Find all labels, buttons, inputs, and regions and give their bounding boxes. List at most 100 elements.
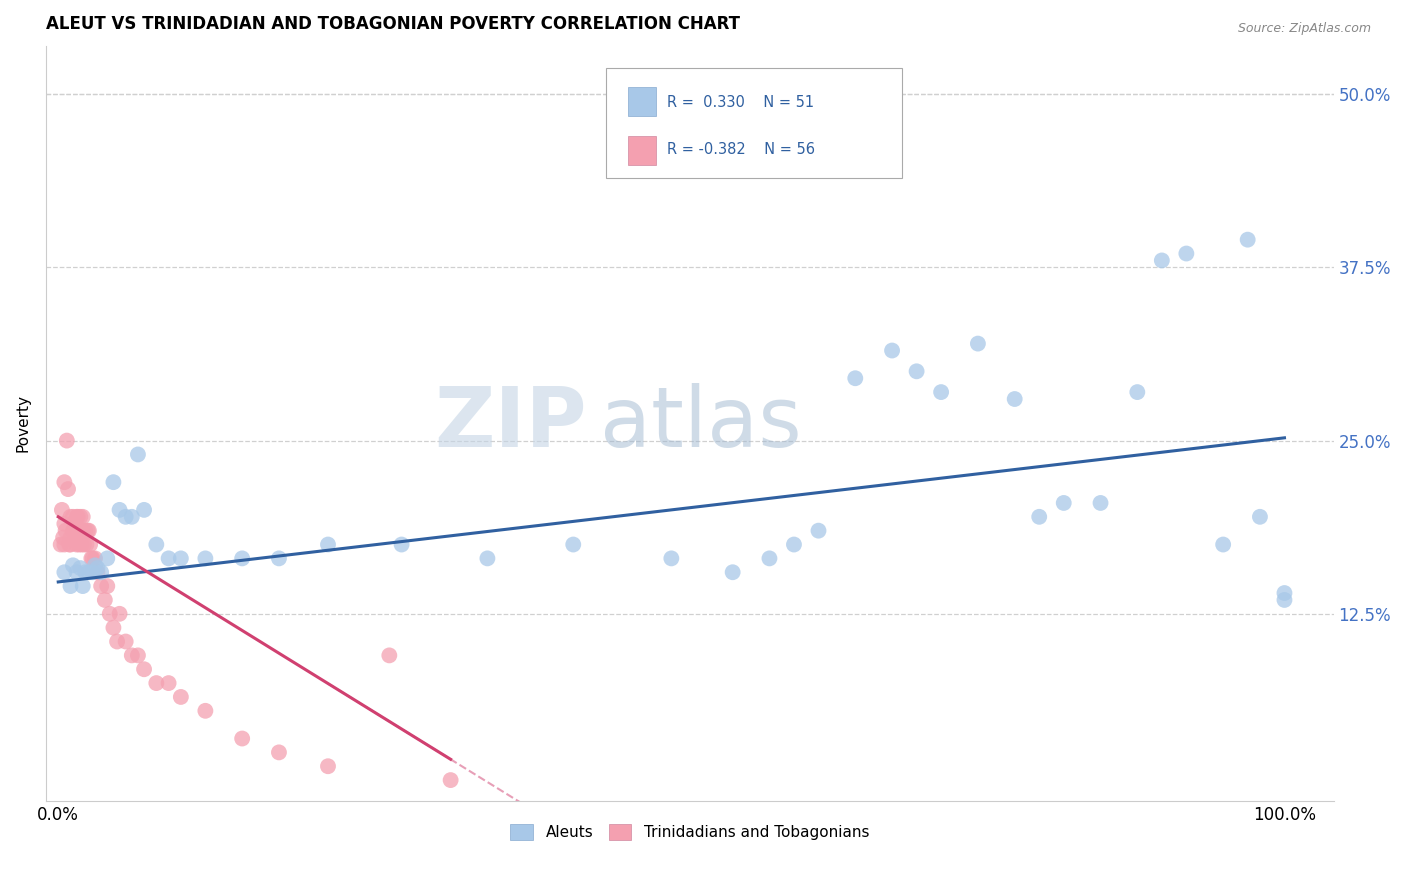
Point [1236,233,1258,247]
Point [59,509,82,524]
Point [66,566,89,580]
Point [59,579,82,593]
Point [1090,496,1112,510]
Point [105,634,128,648]
Point [69,561,91,575]
Point [96,579,118,593]
Point [82,566,104,580]
Point [562,537,585,551]
Point [66,509,89,524]
Point [267,551,290,566]
Point [63,524,86,538]
Point [783,537,806,551]
Point [127,648,149,663]
Point [82,551,104,566]
Point [659,551,682,566]
Point [880,343,903,358]
Point [477,551,499,566]
Point [76,524,98,538]
FancyBboxPatch shape [628,136,657,165]
Point [121,509,143,524]
Point [59,537,82,551]
Text: atlas: atlas [599,383,801,464]
Point [69,509,91,524]
Point [53,475,76,490]
Point [157,676,180,690]
Point [69,524,91,538]
Point [75,566,97,580]
Point [391,537,413,551]
Point [53,566,76,580]
Point [72,579,94,593]
Point [66,509,89,524]
Point [51,503,73,517]
Point [77,524,100,538]
Point [157,551,180,566]
Point [49,537,72,551]
Point [967,336,990,351]
Point [1175,246,1198,260]
Point [62,558,84,573]
Text: ALEUT VS TRINIDADIAN AND TOBAGONIAN POVERTY CORRELATION CHART: ALEUT VS TRINIDADIAN AND TOBAGONIAN POVE… [46,15,740,33]
Y-axis label: Poverty: Poverty [15,394,30,452]
FancyBboxPatch shape [628,87,657,116]
Point [194,704,217,718]
Legend: Aleuts, Trinidadians and Tobagonians: Aleuts, Trinidadians and Tobagonians [505,818,876,847]
Text: Source: ZipAtlas.com: Source: ZipAtlas.com [1237,22,1371,36]
Point [75,524,97,538]
Point [132,503,155,517]
Point [316,537,339,551]
Point [90,579,112,593]
Point [96,551,118,566]
Point [1150,253,1173,268]
Point [67,537,90,551]
Point [378,648,401,663]
Point [905,364,928,378]
Point [77,566,100,580]
Point [98,607,121,621]
Point [103,621,125,635]
Point [84,551,107,566]
Point [62,524,84,538]
Point [145,537,167,551]
Point [90,566,112,580]
Point [127,447,149,461]
Point [1004,392,1026,406]
Point [53,537,76,551]
Point [1028,509,1050,524]
Point [1212,537,1234,551]
Point [145,676,167,690]
Point [758,551,780,566]
Point [1053,496,1076,510]
Point [132,662,155,676]
Point [103,475,125,490]
Point [231,731,253,746]
Point [86,566,108,580]
Point [721,566,744,580]
Point [52,531,75,545]
Text: ZIP: ZIP [434,383,586,464]
Point [231,551,253,566]
Point [194,551,217,566]
Point [121,648,143,663]
Point [70,537,93,551]
Text: R =  0.330    N = 51: R = 0.330 N = 51 [666,95,814,110]
Point [79,537,101,551]
Point [73,537,96,551]
Point [108,607,131,621]
Point [58,537,80,551]
Point [1126,385,1149,400]
Point [267,745,290,759]
Point [170,551,193,566]
Point [84,558,107,573]
Point [72,509,94,524]
Point [66,537,89,551]
Point [114,634,136,648]
Point [1274,586,1296,600]
Point [75,537,97,551]
Text: R = -0.382    N = 56: R = -0.382 N = 56 [666,143,814,157]
Point [62,509,84,524]
Point [108,503,131,517]
Point [66,524,89,538]
Point [72,524,94,538]
